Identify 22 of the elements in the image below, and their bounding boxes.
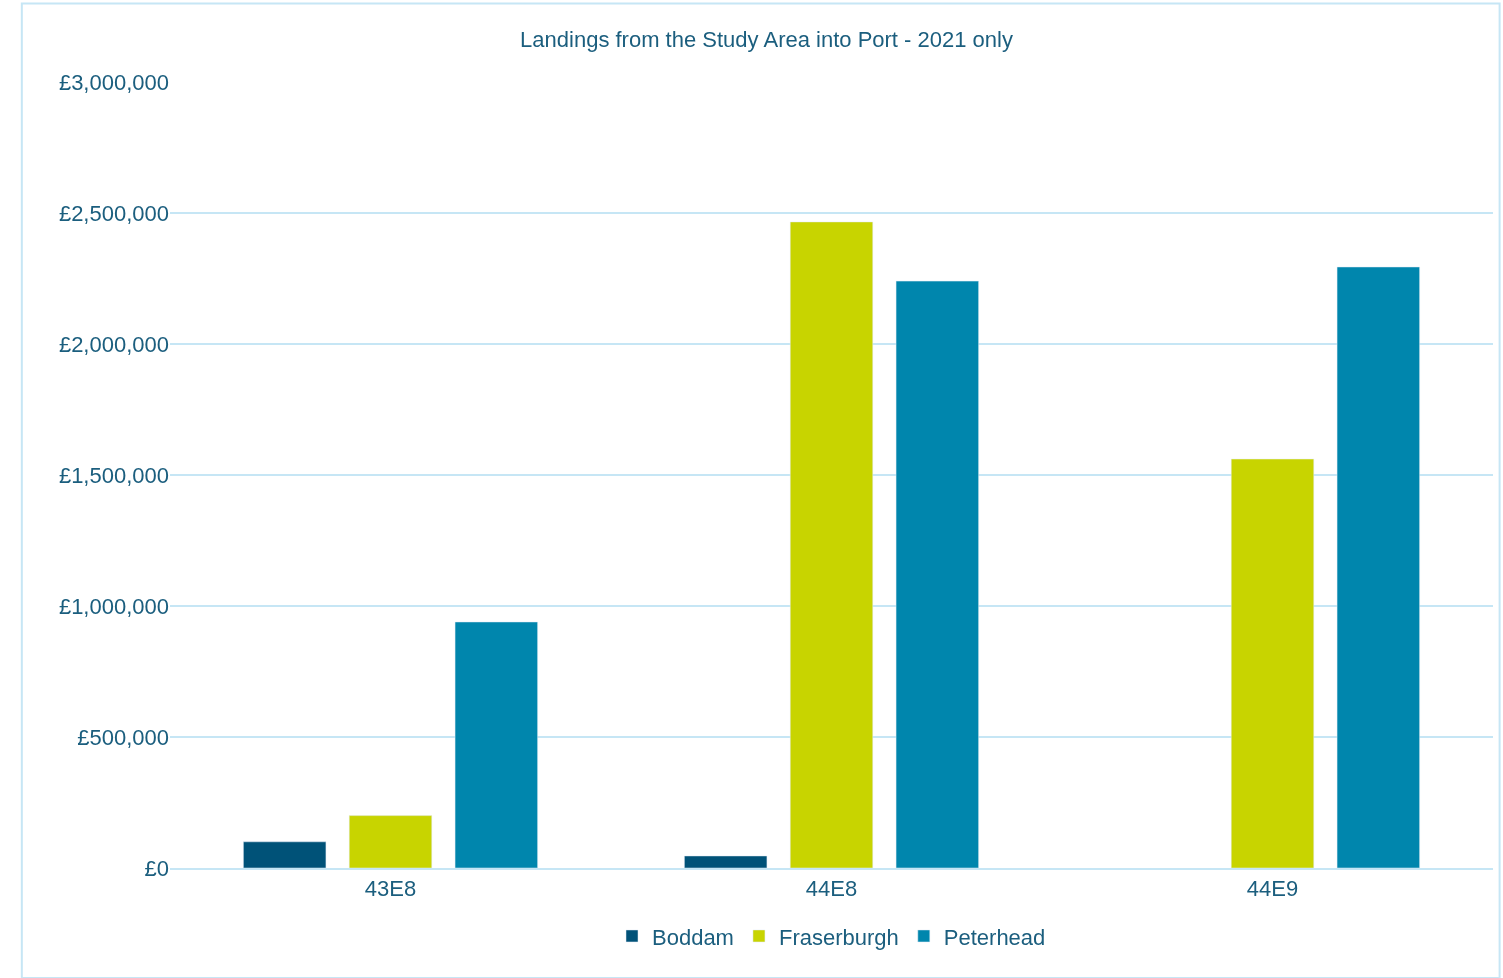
y-tick-label: £0 xyxy=(144,855,169,881)
bar xyxy=(789,221,874,868)
y-tick-label: £2,500,000 xyxy=(58,200,169,226)
y-tick-label: £3,000,000 xyxy=(58,69,169,95)
x-tick-label: 44E9 xyxy=(1246,876,1299,902)
bar xyxy=(1336,266,1420,868)
legend-label: Peterhead xyxy=(943,924,1046,950)
chart-title: Landings from the Study Area into Port - 2021 only xyxy=(520,26,1013,52)
x-tick-label: 43E8 xyxy=(364,876,417,902)
bar xyxy=(243,841,327,868)
bar xyxy=(684,855,768,868)
bar xyxy=(1230,458,1315,868)
y-tick-label: £1,000,000 xyxy=(58,593,169,619)
bar xyxy=(454,621,538,868)
y-tick-label: £500,000 xyxy=(77,724,169,750)
x-tick-label: 44E8 xyxy=(805,876,858,902)
legend-label: Fraserburgh xyxy=(778,924,899,950)
y-tick-label: £1,500,000 xyxy=(58,462,169,488)
bar xyxy=(348,815,433,868)
y-tick-label: £2,000,000 xyxy=(58,331,169,357)
bar xyxy=(895,280,979,868)
legend-label: Boddam xyxy=(652,924,734,950)
